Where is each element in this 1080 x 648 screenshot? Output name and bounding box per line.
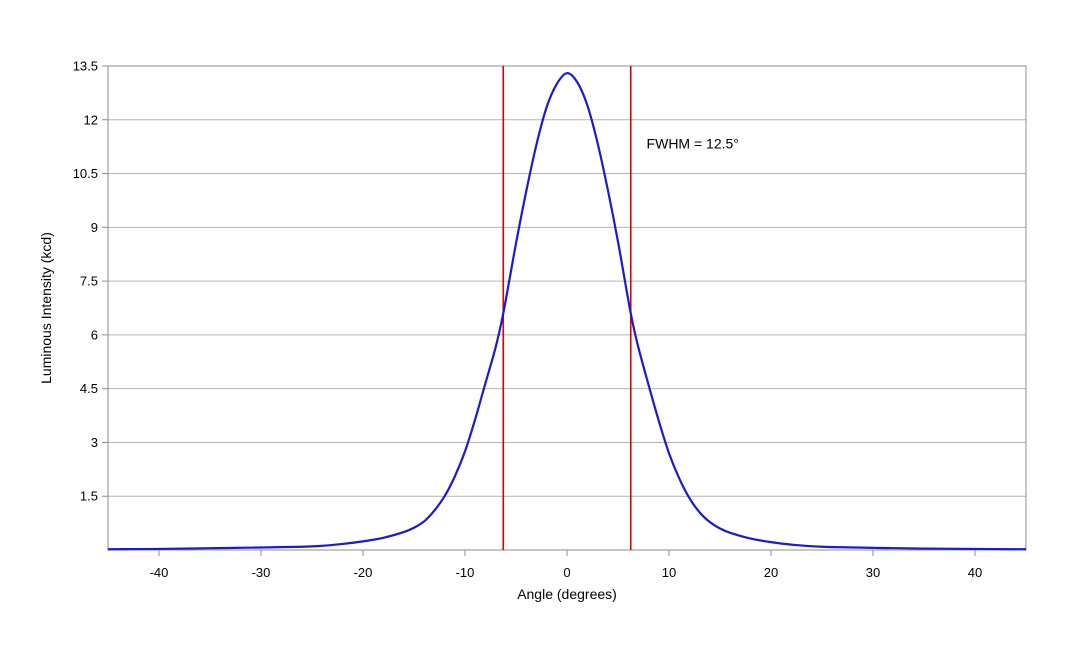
y-tick-label: 3	[91, 435, 98, 450]
plot-frame	[107, 65, 1027, 551]
x-axis-title: Angle (degrees)	[517, 586, 617, 602]
y-axis-title: Luminous Intensity (kcd)	[38, 232, 54, 384]
y-tick-label: 7.5	[80, 274, 98, 289]
y-tick-label: 9	[91, 220, 98, 235]
y-tick-label: 13.5	[73, 59, 98, 74]
x-tick-label: 30	[866, 565, 880, 580]
y-tick-label: 10.5	[73, 166, 98, 181]
x-tick-label: 40	[968, 565, 982, 580]
x-tick-label: -30	[252, 565, 271, 580]
grid-lines	[108, 65, 1026, 497]
y-tick-label: 1.5	[80, 489, 98, 504]
fwhm-annotation: FWHM = 12.5°	[647, 135, 739, 151]
x-axis: -40 -30 -20 -10 0 10 20 30 40	[150, 550, 982, 580]
y-tick-label: 4.5	[80, 381, 98, 396]
y-tick-label: 6	[91, 327, 98, 342]
reference-lines	[502, 66, 632, 550]
x-tick-label: -20	[354, 565, 373, 580]
y-tick-label: 12	[84, 112, 98, 127]
x-tick-label: -40	[150, 565, 169, 580]
x-tick-label: 20	[764, 565, 778, 580]
series-lines	[107, 72, 1027, 551]
y-axis: 1.5 3 4.5 6 7.5 9 10.5 12 13.5	[73, 59, 108, 504]
x-tick-label: 10	[662, 565, 676, 580]
x-tick-label: -10	[456, 565, 475, 580]
x-tick-label: 0	[563, 565, 570, 580]
intensity-curve	[107, 72, 1027, 551]
